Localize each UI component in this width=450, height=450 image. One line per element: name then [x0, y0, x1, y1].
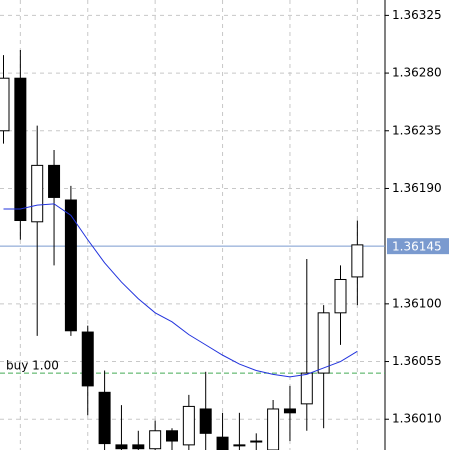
candle-body [166, 430, 178, 442]
candle-body [14, 77, 27, 222]
y-tick-label: 1.36235 [392, 123, 442, 137]
price-label: 1.36145 [392, 240, 442, 254]
y-tick-label: 1.36010 [392, 412, 442, 426]
y-tick-label: 1.36280 [392, 66, 442, 80]
candle-body [81, 331, 94, 387]
candle-body [300, 372, 313, 405]
candle-body [250, 440, 263, 443]
candle-body [64, 199, 77, 332]
y-tick-label: 1.36055 [392, 354, 442, 368]
candle-body [334, 278, 347, 314]
candle-body [317, 312, 330, 374]
candle-body [216, 436, 229, 450]
candle-body [199, 408, 212, 434]
y-tick-label: 1.36100 [392, 296, 442, 310]
candle-body [351, 244, 364, 278]
candle-body [0, 77, 10, 132]
moving-average [3, 203, 358, 378]
candle-body [283, 408, 296, 414]
candle-body [98, 391, 111, 445]
candle-body [233, 444, 246, 447]
candle-body [132, 444, 145, 450]
candle-body [115, 444, 128, 450]
candle-body [182, 405, 195, 446]
order-label: buy 1.00 [6, 359, 59, 373]
candle-body [48, 164, 61, 198]
y-tick-label: 1.36325 [392, 8, 442, 22]
candle-body [31, 164, 44, 223]
candle-body [149, 430, 162, 450]
y-tick-label: 1.36190 [392, 181, 442, 195]
price-label-box [387, 238, 449, 255]
candle-body [267, 408, 280, 450]
